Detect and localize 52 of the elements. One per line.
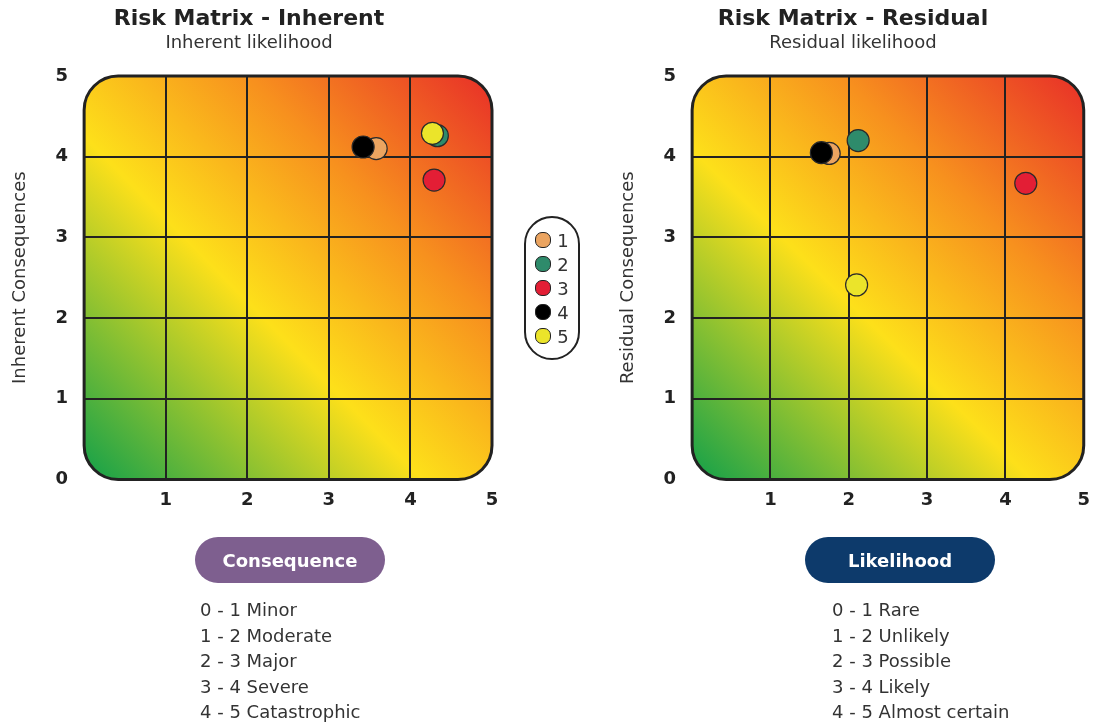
y-tick-label: 0 [663,467,677,489]
x-tick-label: 3 [322,487,336,509]
y-tick-label: 4 [55,144,69,166]
y-axis-title: Residual Consequences [616,171,638,385]
y-axis-title: Inherent Consequences [8,171,30,384]
chart-title: Risk Matrix - Inherent [113,4,385,30]
legend-label: 1 [557,229,569,251]
x-tick-label: 1 [764,487,777,509]
chart-title: Risk Matrix - Residual [717,4,989,30]
x-tick-label: 5 [1077,487,1090,509]
point [422,168,446,192]
text: 2 - 3 Possible [832,649,953,673]
point [846,128,870,153]
x-tick-label: 4 [999,487,1012,509]
point [1014,171,1038,195]
x-tick-label: 4 [404,487,417,509]
x-tick-label: 5 [485,487,499,509]
y-tick-label: 1 [663,386,677,408]
text: 1 - 2 Moderate [200,623,334,648]
y-tick-label: 2 [55,305,69,327]
text: 0 - 1 Rare [832,598,921,622]
text: 3 - 4 Severe [200,674,310,699]
chart-subtitle: Inherent likelihood [165,30,333,52]
text: 4 - 5 Almost certain [832,700,1010,724]
y-tick-label: 3 [663,225,677,247]
text: 1 - 2 Unlikely [832,623,951,648]
point [351,135,375,159]
x-tick-label: 2 [842,487,856,509]
text: 0 - 1 Minor [200,598,298,622]
y-tick-label: 4 [663,144,677,166]
text: 2 - 3 Major [200,649,298,673]
x-axis-title: Likelihood [805,537,995,583]
y-tick-label: 0 [55,467,69,489]
y-tick-label: 5 [55,63,69,85]
point [845,273,869,297]
x-tick-label: 3 [920,487,934,509]
x-tick-label: 2 [241,487,254,509]
y-tick-label: 2 [663,305,677,327]
chart-subtitle: Residual likelihood [769,30,937,52]
y-tick-label: 3 [55,225,69,247]
text: 4 - 5 Catastrophic [200,700,361,724]
legend-label: 3 [557,277,569,299]
legend-label: 5 [557,325,569,347]
x-axis-title: Consequence [195,537,385,583]
y-tick-label: 5 [663,63,677,85]
legend-label: 2 [557,253,569,275]
y-tick-label: 1 [55,386,69,408]
legend-label: 4 [557,301,569,323]
x-tick-label: 1 [159,487,172,509]
text: 3 - 4 Likely [832,674,932,699]
point [420,121,445,145]
point [809,141,833,165]
